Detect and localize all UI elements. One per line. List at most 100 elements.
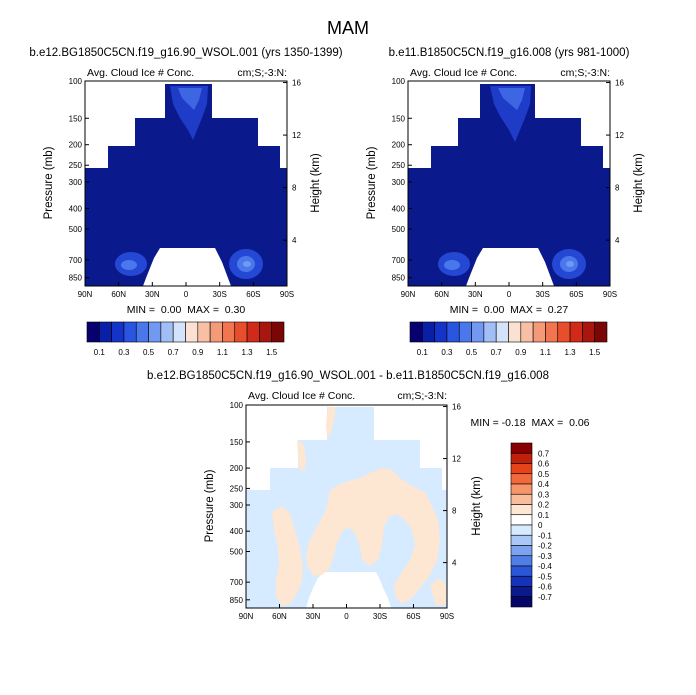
colorbar-swatch	[510, 555, 533, 567]
y-tick-label: 300	[392, 178, 406, 187]
panel-3-surface-mask	[306, 572, 391, 608]
y-tick-label: 200	[230, 464, 244, 473]
height-tick-label: 12	[452, 455, 461, 464]
colorbar-swatch	[483, 321, 497, 343]
colorbar-swatch	[557, 321, 571, 343]
x-tick-label: 90S	[440, 612, 454, 621]
panel-1-surface-mask	[143, 248, 231, 286]
panel-1-right-label: cm;S;-3:N:	[237, 67, 287, 79]
colorbar-label: 0.5	[143, 348, 155, 357]
x-tick-label: 90N	[401, 290, 416, 299]
colorbar-swatch	[569, 321, 583, 343]
x-tick-label: 60S	[246, 290, 260, 299]
colorbar-swatch	[86, 321, 100, 343]
panel-2-lobe-sh-peak	[566, 261, 574, 267]
colorbar-label: -0.7	[538, 593, 552, 602]
colorbar-label: 0.7	[538, 449, 550, 458]
colorbar-label: 0.4	[538, 480, 550, 489]
panel-3-colorbar: 0.70.60.50.40.30.20.10-0.1-0.2-0.3-0.4-0…	[510, 442, 552, 608]
panel-2-lobe-nh-core	[444, 260, 460, 270]
y-tick-label: 400	[230, 527, 244, 536]
panel-2-ylabel: Pressure (mb)	[366, 146, 378, 219]
colorbar-label: 1.5	[589, 348, 601, 357]
panel-3-axes: 90N 60N 30N 0 30S 60S 90S 100 150 200 250 300 400 500…	[230, 401, 462, 621]
x-tick-label: 0	[507, 290, 512, 299]
y-tick-label: 100	[392, 77, 406, 86]
colorbar-label: 0.9	[192, 348, 204, 357]
colorbar-swatch	[510, 483, 533, 495]
x-tick-label: 0	[344, 612, 349, 621]
colorbar-swatch	[246, 321, 260, 343]
colorbar-label: 0.9	[515, 348, 527, 357]
panel-1-upper-plume-core	[178, 88, 202, 110]
colorbar-swatch	[508, 321, 522, 343]
panel-1-lobe-sh-peak	[243, 261, 251, 267]
y-tick-label: 850	[230, 596, 244, 605]
panel-3-ylabel: Pressure (mb)	[204, 469, 216, 542]
colorbar-label: 0.3	[538, 490, 550, 499]
y-tick-label: 100	[230, 401, 244, 410]
y-tick-label: 100	[69, 77, 83, 86]
height-tick-label: 16	[292, 79, 301, 88]
x-tick-label: 30S	[536, 290, 550, 299]
height-tick-label: 8	[292, 184, 297, 193]
panel-2-left-label: Avg. Cloud Ice # Conc.	[410, 67, 517, 79]
page-title: MAM	[327, 18, 369, 38]
panel-2-plot-area	[407, 80, 611, 287]
colorbar-label: 0.1	[538, 511, 550, 520]
panel-2-right-label: cm;S;-3:N:	[560, 67, 610, 79]
x-tick-label: 60S	[406, 612, 420, 621]
colorbar-swatch	[409, 321, 423, 343]
colorbar-swatch	[271, 321, 285, 343]
x-tick-label: 90N	[78, 290, 93, 299]
panel-2-ylabel-right: Height (km)	[633, 153, 645, 213]
panel-3-right-label: cm;S;-3:N:	[397, 390, 447, 402]
height-tick-label: 4	[452, 559, 457, 568]
colorbar-swatch	[510, 565, 533, 577]
y-tick-label: 850	[69, 274, 83, 283]
colorbar-swatch	[520, 321, 534, 343]
y-tick-label: 400	[69, 204, 83, 213]
x-tick-label: 90S	[603, 290, 617, 299]
x-tick-label: 30S	[373, 612, 387, 621]
panel-3-stats: MIN = -0.18 MAX = 0.06	[470, 417, 589, 429]
colorbar-label: 1.5	[266, 348, 278, 357]
y-tick-label: 400	[392, 204, 406, 213]
height-tick-label: 12	[615, 131, 624, 140]
y-tick-label: 150	[230, 438, 244, 447]
colorbar-label: 0.7	[168, 348, 180, 357]
colorbar-swatch	[510, 586, 533, 598]
height-tick-label: 16	[615, 79, 624, 88]
colorbar-swatch	[510, 452, 533, 464]
panel-3-positive-right-base	[430, 578, 446, 606]
colorbar-swatch	[222, 321, 236, 343]
height-tick-label: 12	[292, 131, 301, 140]
panel-1-plot-area	[84, 80, 288, 287]
colorbar-label: -0.1	[538, 531, 552, 540]
colorbar-label: 0	[538, 521, 543, 530]
x-tick-label: 30N	[306, 612, 321, 621]
colorbar-swatch	[197, 321, 211, 343]
colorbar-label: 0.3	[118, 348, 130, 357]
colorbar-label: -0.4	[538, 562, 552, 571]
colorbar-swatch	[510, 504, 533, 516]
panel-3-left-label: Avg. Cloud Ice # Conc.	[248, 390, 355, 402]
panel-2-ice-field	[408, 84, 610, 286]
colorbar-swatch	[185, 321, 199, 343]
colorbar-label: -0.3	[538, 552, 552, 561]
colorbar-swatch	[160, 321, 174, 343]
colorbar-label: 1.3	[242, 348, 254, 357]
colorbar-swatch	[510, 524, 533, 536]
y-tick-label: 500	[392, 225, 406, 234]
colorbar-label: 0.5	[466, 348, 478, 357]
colorbar-swatch	[434, 321, 448, 343]
height-tick-label: 4	[292, 236, 297, 245]
x-tick-label: 90N	[239, 612, 254, 621]
panel-2: b.e11.B1850C5CN.f19_g16.008 (yrs 981-100…	[366, 47, 645, 357]
panel-3-plot-area	[245, 404, 448, 609]
x-tick-label: 60S	[569, 290, 583, 299]
colorbar-label: -0.5	[538, 572, 552, 581]
panel-3-positive-main	[306, 468, 440, 604]
x-tick-label: 60N	[111, 290, 126, 299]
